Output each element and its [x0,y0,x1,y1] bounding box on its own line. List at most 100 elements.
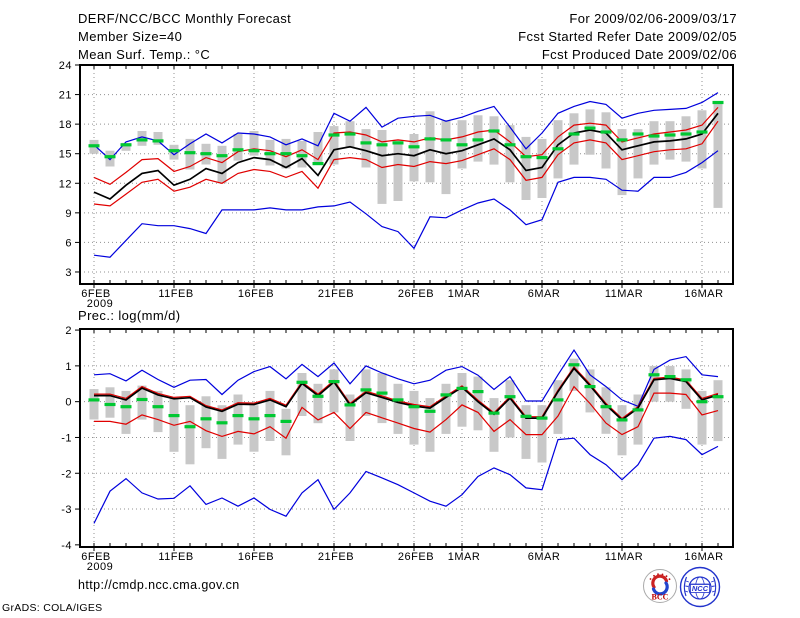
ensemble-spread-bar [233,394,243,445]
ensemble-spread-bar [329,126,339,165]
x-tick-label: 16FEB [238,551,274,563]
ensemble-spread-bar [425,398,435,452]
x-tick-sublabel: 2009 [87,298,113,310]
ensemble-spread-bar [361,129,371,168]
observation-dash [680,132,692,136]
ensemble-spread-bar [473,376,483,431]
ensemble-spread-bar [233,134,243,161]
bcc-blue-swirl [651,581,669,596]
ensemble-spread-bar [201,396,211,449]
observation-dash [344,132,356,136]
ensemble-spread-bar [505,125,515,183]
x-tick-label: 6MAR [528,288,561,300]
y-tick-label: -1 [61,433,72,445]
observation-dash [120,405,132,409]
observation-dash [664,133,676,137]
y-tick-label: 2 [65,325,72,337]
observation-dash [152,139,164,143]
observation-dash [424,409,436,413]
y-tick-label: -4 [61,540,72,552]
ensemble-spread-bar [425,111,435,183]
ensemble-spread-bar [569,113,579,165]
ensemble-spread-bar [537,138,547,198]
ensemble-spread-bar [601,112,611,169]
observation-dash [296,380,308,384]
ensemble-spread-bar [713,101,723,208]
y-tick-label: 21 [59,90,72,102]
ensemble-spread-bar [649,365,659,402]
ensemble-spread-bar [121,142,131,151]
ensemble-spread-bar [393,139,403,201]
observation-dash [648,373,660,377]
ensemble-spread-bar [153,132,163,145]
ensemble-spread-bar [281,408,291,456]
observation-dash [568,132,580,136]
ensemble-spread-bar [553,380,563,434]
ensemble-spread-bar [313,383,323,424]
ensemble-spread-bar [601,387,611,434]
ensemble-spread-bar [665,365,675,402]
x-tick-label: 16MAR [684,288,723,300]
x-tick-label: 11MAR [605,288,643,300]
x-tick-label: 21FEB [318,551,354,563]
observation-dash [712,100,724,105]
observation-dash [680,378,692,382]
ensemble-spread-bar [249,405,259,452]
observation-dash [408,145,420,149]
bcc-logo-text: BCC [652,593,669,602]
observation-dash [584,385,596,389]
refer-date-label: Fcst Started Refer Date 2009/02/05 [518,29,737,44]
observation-dash [616,138,628,142]
observation-dash [232,414,244,418]
observation-dash [456,143,468,147]
observation-dash [264,152,276,156]
observation-dash [216,421,228,425]
plus-std-line [94,365,719,420]
observation-dash [552,398,564,402]
ensemble-spread-bar [697,390,707,445]
observation-dash [632,132,644,136]
observation-dash [408,405,420,409]
observation-dash [200,152,212,156]
observation-dash [200,417,212,421]
observation-dash [360,141,372,145]
observation-dash [168,149,180,153]
observation-dash [312,162,324,166]
observation-dash [344,403,356,407]
observation-dash [424,137,436,141]
ensemble-spread-bar [137,385,147,420]
observation-dash [88,398,100,402]
observation-dash [184,425,196,429]
x-tick-label: 6FEB [81,288,111,300]
minus-std-line [94,385,719,440]
x-tick-label: 21FEB [318,288,354,300]
observation-dash [360,388,372,392]
y-tick-label: 24 [59,60,72,72]
ensemble-spread-bar [409,390,419,445]
page-title: DERF/NCC/BCC Monthly Forecast [78,11,292,26]
ensemble-spread-bar [569,358,579,391]
ensemble-spread-bar [153,390,163,433]
observation-dash [328,380,340,384]
observation-dash [488,411,500,415]
observation-dash [616,418,628,422]
y-tick-label: -2 [61,468,72,480]
observation-dash [280,152,292,156]
plus-std-line [93,106,719,185]
observation-dash [136,397,148,402]
observation-dash [440,393,452,397]
ensemble-spread-bar [617,405,627,456]
x-tick-label: 11MAR [605,551,643,563]
observation-dash [280,419,292,423]
observation-dash [520,155,532,159]
ensemble-spread-bar [649,121,659,165]
observation-dash [536,156,548,160]
ensemble-spread-bar [105,150,115,167]
x-tick-label: 16MAR [684,551,723,563]
ensemble-spread-bar [393,383,403,434]
ensemble-spread-bar [217,405,227,459]
x-tick-label: 6MAR [528,551,561,563]
temperature-panel-title: Mean Surf. Temp.: °C [78,47,211,62]
observation-dash [504,143,516,147]
